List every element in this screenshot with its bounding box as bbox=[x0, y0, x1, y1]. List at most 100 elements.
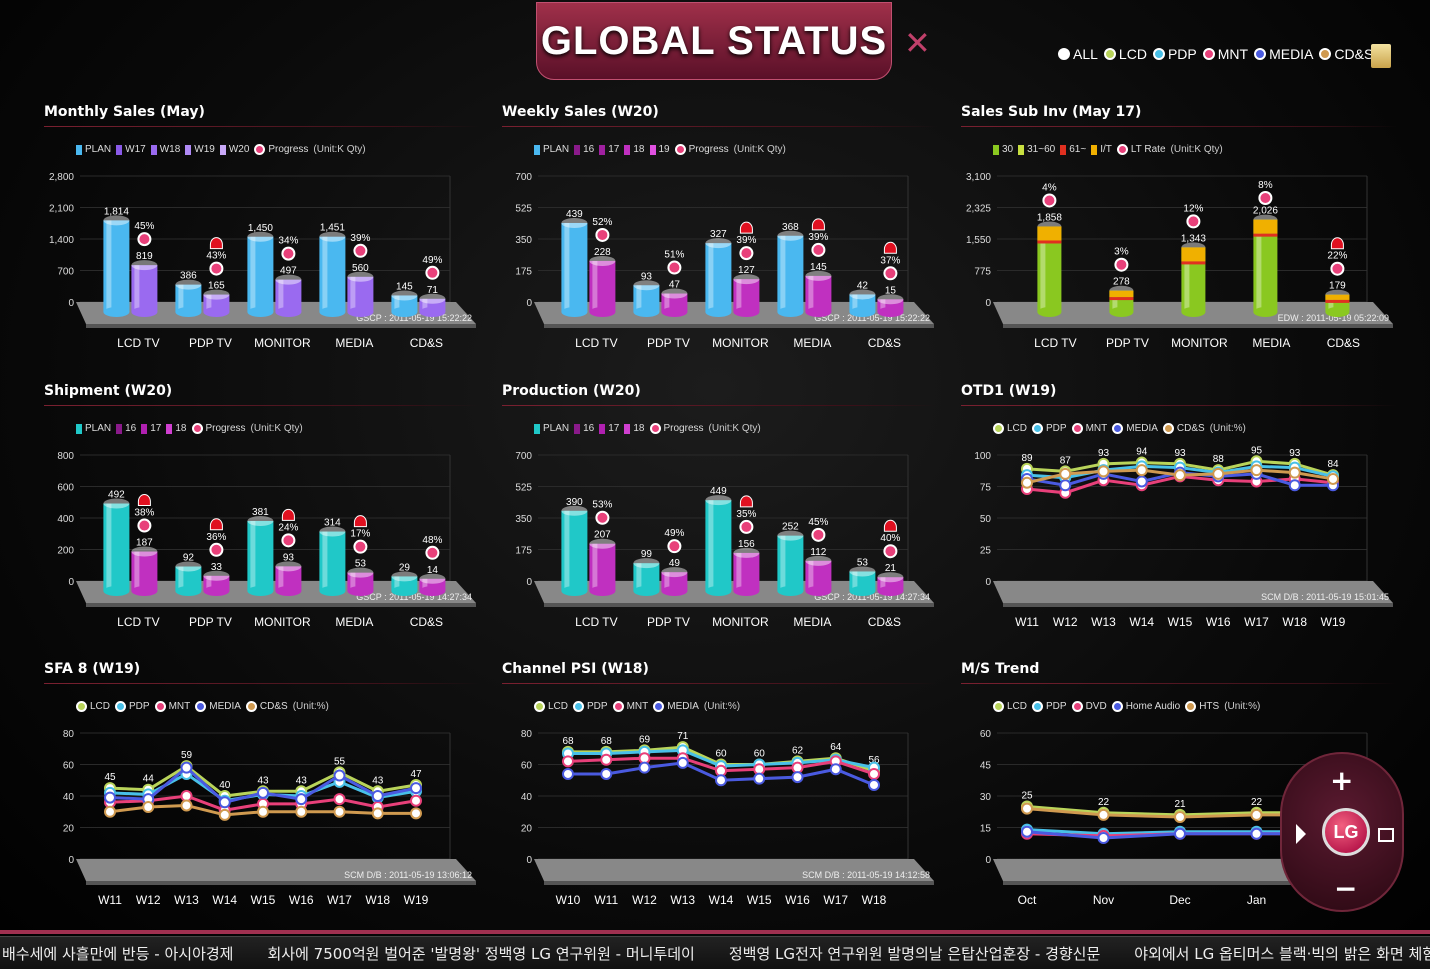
bar[interactable] bbox=[319, 526, 346, 596]
legend-item[interactable]: LCD bbox=[993, 423, 1027, 434]
bar[interactable] bbox=[705, 495, 732, 596]
data-point[interactable] bbox=[1174, 811, 1186, 823]
data-point[interactable] bbox=[1097, 808, 1110, 821]
filter-all[interactable]: ALL bbox=[1058, 46, 1098, 62]
legend-item[interactable]: 18 bbox=[166, 423, 187, 434]
legend-item[interactable]: W20 bbox=[219, 144, 249, 155]
legend-item[interactable]: PDP bbox=[115, 701, 150, 712]
legend-item[interactable]: 19 bbox=[649, 144, 670, 155]
bar[interactable] bbox=[347, 567, 374, 596]
bar[interactable] bbox=[849, 566, 876, 596]
bar[interactable] bbox=[877, 294, 904, 317]
bar[interactable] bbox=[561, 217, 588, 317]
bar[interactable] bbox=[103, 498, 130, 596]
legend-item[interactable]: 17 bbox=[141, 423, 161, 434]
legend-item[interactable]: I/T bbox=[1091, 144, 1112, 155]
data-point[interactable] bbox=[1327, 472, 1339, 485]
legend-item[interactable]: MEDIA bbox=[195, 701, 241, 712]
legend-item[interactable]: MNT bbox=[612, 701, 648, 712]
data-point[interactable] bbox=[1288, 479, 1301, 492]
filter-pdp[interactable]: PDP bbox=[1152, 46, 1197, 62]
bar[interactable] bbox=[1181, 242, 1206, 317]
bar[interactable] bbox=[1037, 221, 1062, 317]
news-ticker[interactable]: 배수세에 사흘만에 반등 - 아시아경제 회사에 7500억원 벌어준 '발명왕'… bbox=[0, 936, 1430, 969]
bar[interactable] bbox=[589, 255, 616, 317]
ticker-item[interactable]: 야외에서 LG 옵티머스 블랙·빅의 밝은 화면 체험 하 bbox=[1134, 944, 1430, 963]
filter-lcd[interactable]: LCD bbox=[1103, 46, 1147, 62]
legend-item[interactable]: LCD bbox=[993, 701, 1027, 712]
data-point[interactable] bbox=[600, 767, 613, 780]
legend-item[interactable]: MEDIA bbox=[653, 701, 699, 712]
data-point[interactable] bbox=[410, 807, 422, 820]
bar[interactable] bbox=[849, 289, 876, 317]
legend-item[interactable]: PDP bbox=[1032, 423, 1067, 434]
fullscreen-icon[interactable] bbox=[1378, 828, 1394, 842]
ticker-item[interactable]: 배수세에 사흘만에 반등 - 아시아경제 bbox=[2, 944, 234, 963]
legend-item[interactable]: 61~ bbox=[1060, 144, 1086, 155]
data-point[interactable] bbox=[1250, 808, 1263, 821]
bar[interactable] bbox=[777, 230, 804, 317]
bar[interactable] bbox=[561, 505, 588, 596]
data-point[interactable] bbox=[333, 805, 346, 818]
data-point[interactable] bbox=[638, 761, 651, 774]
legend-item[interactable]: PLAN bbox=[534, 144, 569, 155]
legend-item[interactable]: CD&S bbox=[1162, 423, 1205, 434]
bar[interactable] bbox=[633, 558, 660, 596]
data-point[interactable] bbox=[410, 794, 422, 807]
data-point[interactable] bbox=[1135, 464, 1148, 477]
data-point[interactable] bbox=[1135, 475, 1148, 488]
legend-item[interactable]: MNT bbox=[1071, 423, 1107, 434]
bar[interactable] bbox=[247, 231, 274, 317]
legend-item[interactable]: PLAN bbox=[76, 423, 111, 434]
bar[interactable] bbox=[877, 572, 904, 596]
bar[interactable] bbox=[705, 238, 732, 317]
filter-media[interactable]: MEDIA bbox=[1254, 46, 1313, 62]
bar[interactable] bbox=[777, 530, 804, 596]
data-point[interactable] bbox=[1059, 467, 1072, 480]
data-point[interactable] bbox=[104, 805, 116, 818]
data-point[interactable] bbox=[1021, 476, 1033, 489]
bar[interactable] bbox=[275, 274, 302, 317]
bar[interactable] bbox=[319, 231, 346, 317]
legend-item[interactable]: 31~60 bbox=[1018, 144, 1055, 155]
data-point[interactable] bbox=[715, 774, 727, 787]
data-point[interactable] bbox=[600, 753, 613, 766]
legend-item[interactable]: W17 bbox=[116, 144, 146, 155]
legend-item[interactable]: PLAN bbox=[534, 423, 569, 434]
bar[interactable] bbox=[805, 270, 832, 317]
bar[interactable] bbox=[131, 546, 158, 596]
bar[interactable] bbox=[391, 571, 418, 596]
data-point[interactable] bbox=[410, 782, 422, 795]
bar[interactable] bbox=[247, 515, 274, 596]
data-point[interactable] bbox=[295, 805, 308, 818]
bar[interactable] bbox=[633, 280, 660, 317]
data-point[interactable] bbox=[257, 786, 269, 799]
bar[interactable] bbox=[103, 215, 130, 317]
legend-item[interactable]: PLAN bbox=[76, 144, 111, 155]
data-point[interactable] bbox=[1250, 464, 1263, 477]
data-point[interactable] bbox=[180, 799, 193, 812]
data-point[interactable] bbox=[791, 771, 804, 784]
data-point[interactable] bbox=[1174, 469, 1186, 482]
data-point[interactable] bbox=[1097, 465, 1110, 478]
zoom-in-button[interactable]: + bbox=[1330, 764, 1354, 797]
bar[interactable] bbox=[175, 561, 202, 596]
legend-item[interactable]: 17 bbox=[599, 144, 619, 155]
data-point[interactable] bbox=[562, 767, 574, 780]
legend-item[interactable]: W18 bbox=[150, 144, 180, 155]
legend-item[interactable]: PDP bbox=[1032, 701, 1067, 712]
bar[interactable] bbox=[203, 570, 230, 596]
legend-item[interactable]: 18 bbox=[624, 144, 645, 155]
legend-item[interactable]: CD&S bbox=[245, 701, 288, 712]
data-point[interactable] bbox=[104, 791, 116, 804]
legend-item[interactable]: 16 bbox=[574, 144, 594, 155]
data-point[interactable] bbox=[1250, 827, 1263, 840]
data-point[interactable] bbox=[1174, 827, 1186, 840]
bar[interactable] bbox=[1325, 289, 1350, 317]
data-point[interactable] bbox=[1212, 467, 1225, 480]
bar[interactable] bbox=[661, 288, 688, 317]
legend-item[interactable]: W19 bbox=[185, 144, 215, 155]
filter-mnt[interactable]: MNT bbox=[1202, 46, 1248, 62]
data-point[interactable] bbox=[218, 796, 231, 809]
bar[interactable] bbox=[1109, 285, 1134, 317]
